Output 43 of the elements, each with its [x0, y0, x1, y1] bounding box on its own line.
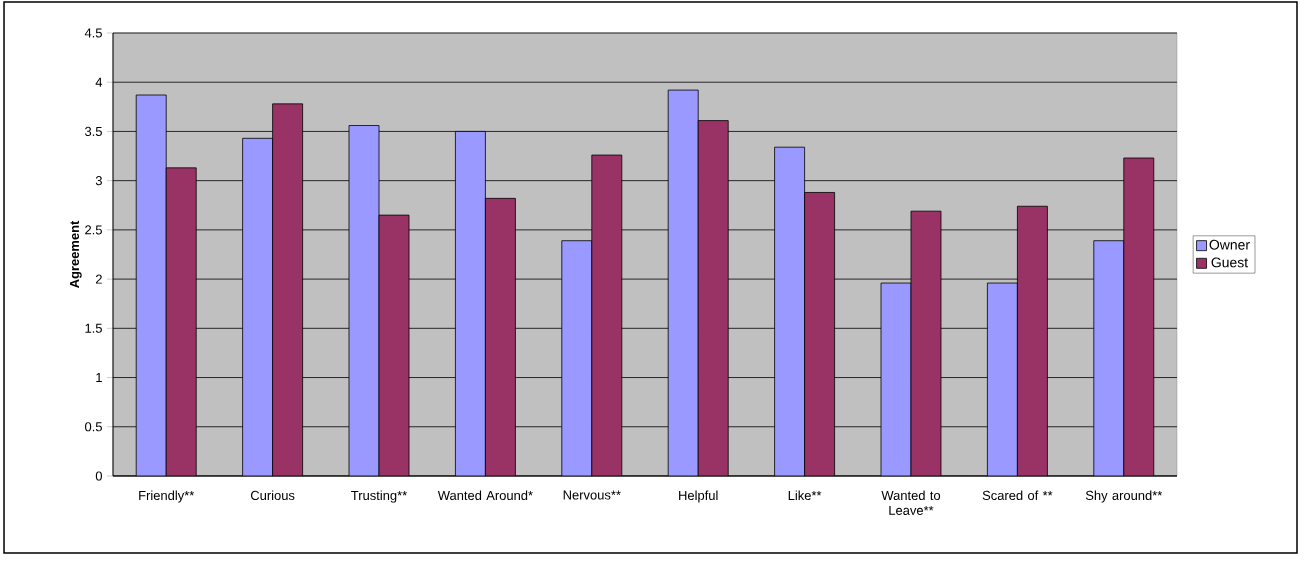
bar	[880, 282, 912, 476]
x-tick-label: Curious	[250, 490, 295, 501]
x-tick-label: Trusting**	[351, 490, 407, 503]
x-tick-label: Like**	[788, 490, 822, 501]
y-tick-label: 0.5	[85, 422, 102, 432]
bar	[804, 192, 835, 476]
legend-label: Owner	[1209, 239, 1250, 250]
bar	[774, 146, 805, 476]
bar	[348, 125, 380, 476]
y-tick-label: 1	[96, 373, 102, 382]
bar	[697, 120, 729, 476]
y-tick-label: 0	[95, 471, 102, 481]
x-tick-label: Helpful	[679, 490, 718, 503]
bar	[455, 131, 486, 476]
legend-label: Guest	[1211, 257, 1248, 268]
x-tick-label: Wanted to Leave**	[881, 490, 941, 515]
bar	[561, 240, 593, 476]
y-tick-label: 2.5	[85, 225, 102, 235]
bar	[910, 210, 942, 476]
y-tick-label: 3	[95, 176, 102, 186]
bar	[667, 89, 699, 476]
bar	[242, 137, 274, 476]
x-tick-label: Friendly**	[139, 490, 195, 503]
x-tick-label: Nervous**	[563, 490, 621, 500]
bar	[135, 94, 167, 476]
bar	[485, 197, 516, 476]
bar	[165, 167, 197, 476]
y-tick-label: 4	[95, 77, 103, 87]
x-tick-label: Scared of **	[982, 490, 1053, 501]
bar	[591, 154, 623, 476]
y-axis-title: Agreement	[70, 220, 82, 288]
bar	[1017, 205, 1048, 476]
x-tick-label: Wanted Around*	[437, 490, 533, 501]
bar	[1123, 157, 1155, 476]
y-tick-label: 1.5	[85, 323, 102, 333]
y-tick-label: 4.5	[84, 28, 102, 38]
bar	[272, 103, 304, 476]
bar	[987, 282, 1018, 476]
bar	[1093, 240, 1125, 476]
bar	[378, 214, 410, 476]
y-tick-label: 3.5	[85, 126, 102, 137]
y-tick-label: 2	[95, 274, 102, 284]
x-tick-label: Shy around**	[1085, 490, 1163, 503]
